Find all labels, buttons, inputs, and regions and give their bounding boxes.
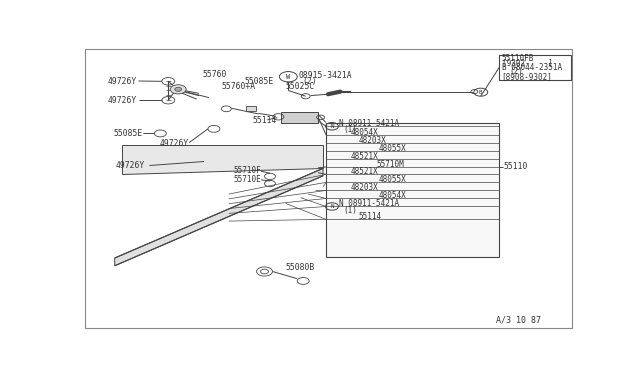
Text: 55114: 55114 (359, 212, 382, 221)
Bar (499, 55, 571, 80)
Text: B 08044-2351A: B 08044-2351A (502, 63, 562, 72)
Text: N: N (330, 124, 333, 129)
Text: 55025C: 55025C (286, 82, 315, 91)
Bar (326, 122, 499, 257)
Circle shape (175, 87, 182, 92)
Circle shape (170, 85, 186, 94)
Text: 55710M: 55710M (376, 160, 404, 169)
Text: N 08911-5421A: N 08911-5421A (339, 119, 399, 128)
Text: 49726Y: 49726Y (108, 96, 136, 105)
Text: 55760+A: 55760+A (221, 82, 255, 91)
Text: 55085E: 55085E (113, 129, 143, 138)
Text: 55710F: 55710F (234, 166, 262, 174)
Text: 49726Y: 49726Y (108, 77, 136, 86)
Text: 55110: 55110 (503, 163, 527, 171)
Bar (281, 112, 318, 123)
Text: 55080B: 55080B (286, 263, 315, 272)
Text: (1): (1) (344, 125, 357, 135)
Text: 48054X: 48054X (379, 191, 406, 201)
Text: 48203X: 48203X (350, 183, 378, 192)
Text: [8908-9302]: [8908-9302] (502, 72, 552, 81)
Text: 55114: 55114 (253, 116, 277, 125)
Text: 55110FB: 55110FB (502, 54, 534, 62)
Bar (246, 106, 256, 110)
Text: [9302-    ]: [9302- ] (502, 58, 552, 67)
Text: (2): (2) (509, 67, 523, 76)
Text: 48521X: 48521X (350, 167, 378, 176)
Text: B: B (479, 90, 483, 95)
Polygon shape (122, 145, 323, 174)
Text: N: N (330, 204, 333, 209)
Text: 49726Y: 49726Y (159, 139, 189, 148)
Text: 48054X: 48054X (350, 128, 378, 137)
Text: A/3 10 87: A/3 10 87 (496, 316, 541, 325)
Text: N 08911-5421A: N 08911-5421A (339, 199, 399, 208)
Text: 49726Y: 49726Y (116, 161, 145, 170)
Text: 48203X: 48203X (359, 136, 387, 145)
Text: 55760: 55760 (202, 70, 227, 79)
Polygon shape (115, 169, 323, 266)
Text: 55085E: 55085E (244, 77, 274, 86)
Text: 48055X: 48055X (379, 175, 406, 185)
Text: (2): (2) (302, 77, 317, 86)
Text: 55710E: 55710E (234, 175, 262, 185)
Text: 08915-3421A: 08915-3421A (298, 71, 352, 80)
Text: W: W (286, 74, 291, 80)
Text: (1): (1) (344, 206, 357, 215)
Text: 48055X: 48055X (379, 144, 406, 153)
Text: 48521X: 48521X (350, 152, 378, 161)
